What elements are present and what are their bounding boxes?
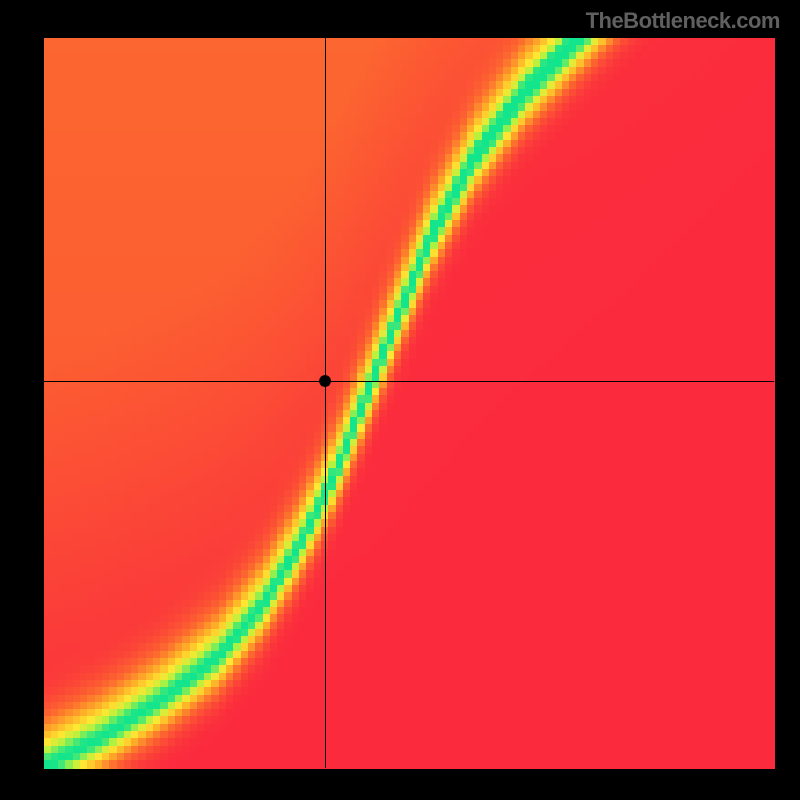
bottleneck-heatmap	[0, 0, 800, 800]
watermark-text: TheBottleneck.com	[586, 8, 780, 34]
chart-container: { "watermark": { "text": "TheBottleneck.…	[0, 0, 800, 800]
